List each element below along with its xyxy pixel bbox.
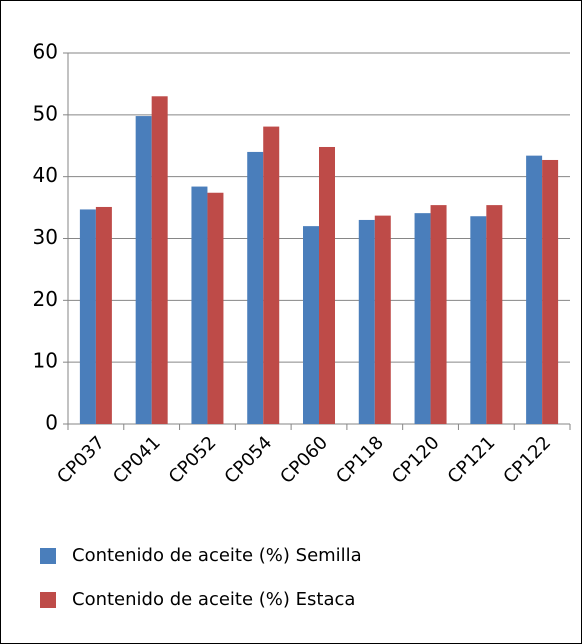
bar [374, 215, 391, 424]
legend-swatch [40, 592, 56, 608]
legend-label: Contenido de aceite (%) Semilla [72, 545, 362, 566]
bar [319, 146, 335, 424]
bar [191, 186, 208, 424]
legend-label: Contenido de aceite (%) Estaca [72, 589, 355, 610]
bar [542, 159, 559, 424]
bar [263, 126, 280, 424]
y-tick-label: 50 [33, 101, 58, 125]
bar [247, 151, 264, 424]
bar [486, 205, 503, 424]
bar [303, 226, 319, 424]
y-tick-label: 30 [33, 225, 58, 249]
bar [430, 205, 447, 424]
y-tick-label: 20 [33, 287, 58, 311]
bar [95, 206, 112, 424]
bar [135, 116, 152, 424]
y-tick-label: 40 [33, 163, 58, 187]
bar [414, 213, 431, 424]
y-tick-label: 10 [33, 349, 58, 373]
bar [358, 219, 375, 424]
legend-swatch [40, 548, 56, 564]
y-tick-label: 60 [33, 40, 58, 64]
bar [207, 192, 224, 424]
bar [470, 216, 487, 424]
bar [526, 155, 543, 425]
bar [79, 209, 96, 424]
y-tick-label: 0 [45, 411, 58, 435]
bar [151, 96, 168, 425]
